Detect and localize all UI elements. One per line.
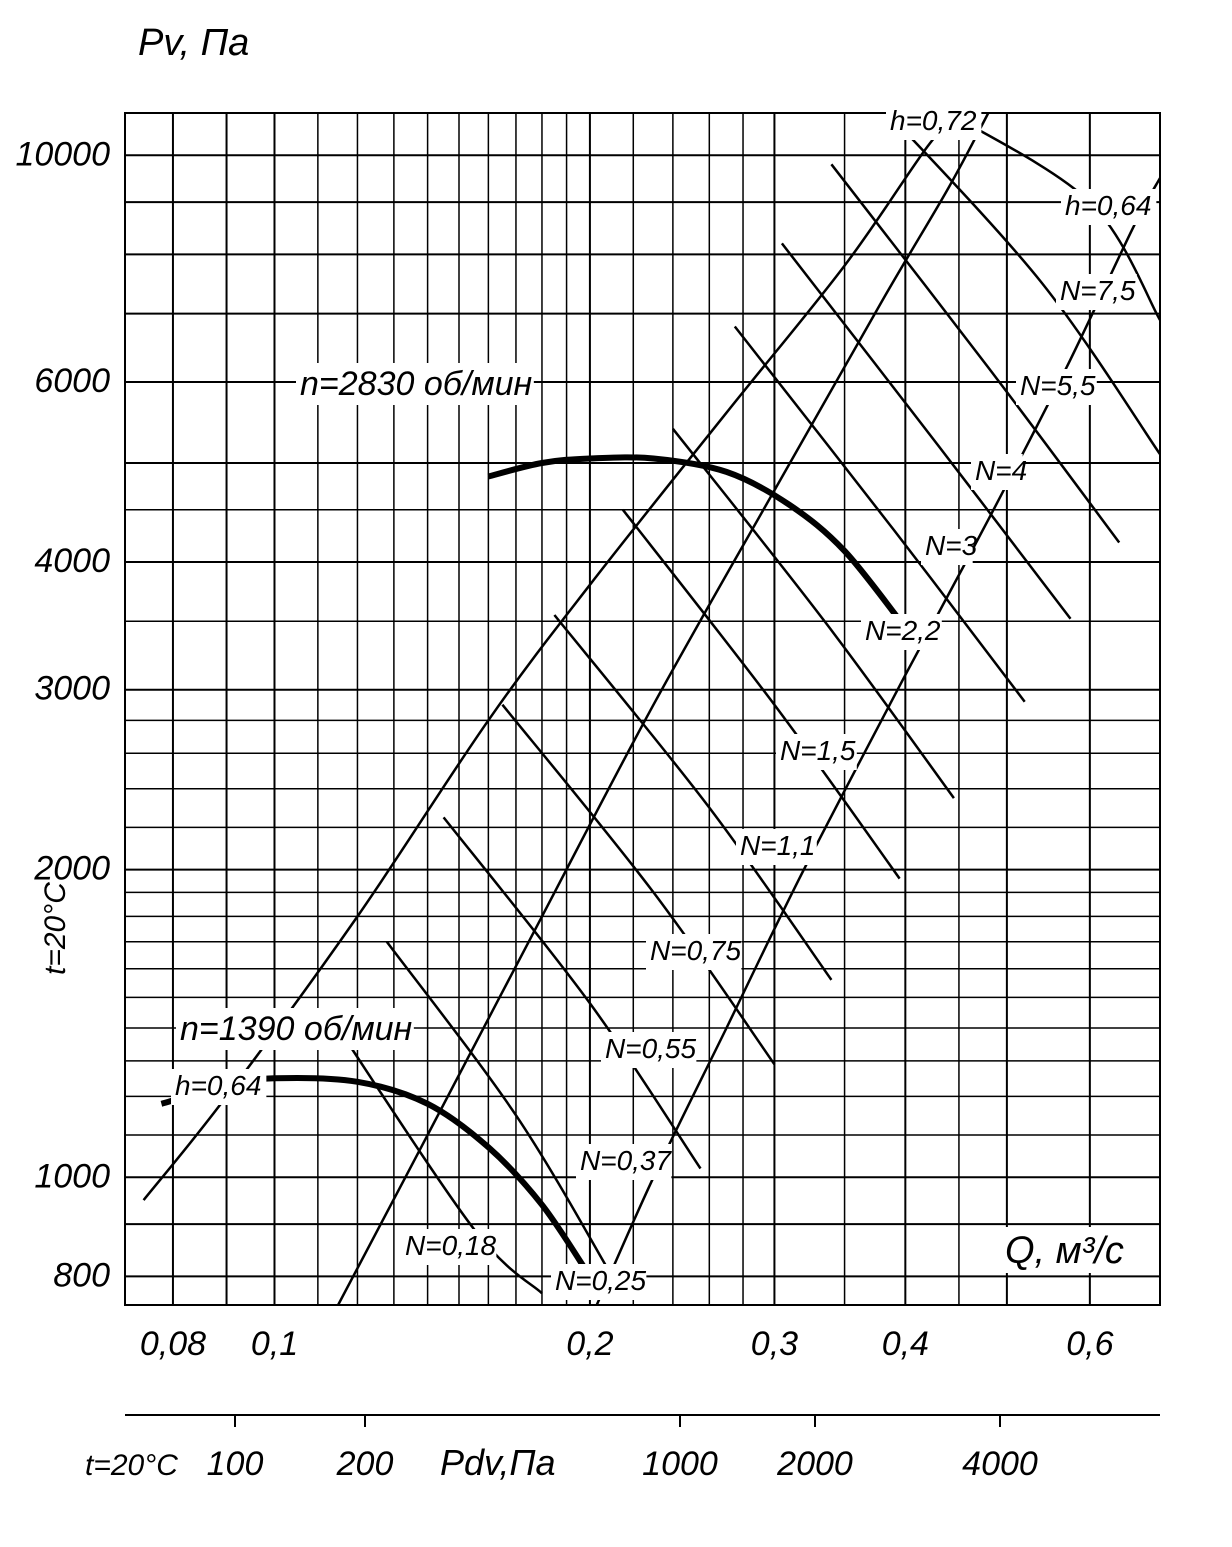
- svg-text:h=0,64: h=0,64: [1065, 190, 1151, 221]
- power-label-4: N=0,75: [646, 934, 741, 970]
- y-tick-label: 10000: [15, 135, 110, 173]
- svg-text:Q, м³/с: Q, м³/с: [1005, 1230, 1124, 1272]
- power-label-8: N=3: [921, 529, 978, 565]
- svg-text:N=0,37: N=0,37: [580, 1145, 672, 1176]
- svg-text:N=4: N=4: [975, 455, 1027, 486]
- power-label-3: N=0,55: [601, 1032, 696, 1068]
- svg-text:N=0,55: N=0,55: [605, 1033, 696, 1064]
- pdv-tick-label: 2000: [776, 1445, 853, 1483]
- power-label-10: N=5,5: [1016, 369, 1097, 405]
- fan-curve-label-1: n=2830 об/мин: [296, 363, 534, 405]
- x-tick-label: 0,2: [566, 1325, 613, 1363]
- y-tick-label: 1000: [34, 1157, 110, 1195]
- x-tick-label: 0,1: [251, 1325, 298, 1363]
- pdv-axis-title: Рdv,Па: [440, 1442, 555, 1483]
- power-label-2: N=0,37: [576, 1144, 672, 1180]
- y-tick-label: 800: [53, 1256, 110, 1294]
- q-axis-title: Q, м³/с: [1001, 1227, 1147, 1273]
- svg-text:N=3: N=3: [925, 530, 978, 561]
- svg-text:N=0,25: N=0,25: [555, 1265, 646, 1296]
- svg-text:N=1,1: N=1,1: [740, 830, 816, 861]
- svg-text:n=2830 об/мин: n=2830 об/мин: [300, 365, 533, 403]
- pdv-tick-label: 100: [207, 1445, 264, 1483]
- temperature-label-left: t=20°C: [39, 882, 72, 975]
- pdv-tick-label: 200: [336, 1445, 394, 1483]
- power-label-6: N=1,5: [776, 734, 857, 770]
- svg-text:N=0,18: N=0,18: [405, 1230, 496, 1261]
- efficiency-label-2: h=0,72: [886, 104, 981, 140]
- power-label-9: N=4: [971, 454, 1027, 490]
- y-tick-label: 6000: [34, 362, 110, 400]
- svg-text:N=7,5: N=7,5: [1060, 275, 1136, 306]
- power-label-7: N=2,2: [861, 614, 942, 650]
- efficiency-label-1: h=0,64: [1061, 189, 1156, 225]
- y-tick-label: 3000: [34, 670, 110, 708]
- x-tick-label: 0,3: [751, 1325, 798, 1363]
- y-axis-title: Рv, Па: [138, 22, 249, 64]
- pdv-tick-label: 1000: [642, 1445, 718, 1483]
- power-label-5: N=1,1: [736, 829, 817, 865]
- pdv-tick-label: 4000: [962, 1445, 1038, 1483]
- efficiency-label-0: h=0,64: [171, 1069, 266, 1105]
- power-label-1: N=0,25: [551, 1264, 646, 1300]
- power-label-0: N=0,18: [401, 1229, 496, 1265]
- power-label-11: N=7,5: [1056, 274, 1137, 310]
- svg-text:h=0,72: h=0,72: [890, 105, 977, 136]
- fan-curve-label-0: n=1390 об/мин: [176, 1008, 414, 1050]
- svg-text:N=0,75: N=0,75: [650, 935, 741, 966]
- svg-text:N=2,2: N=2,2: [865, 615, 941, 646]
- svg-text:n=1390 об/мин: n=1390 об/мин: [180, 1010, 413, 1048]
- x-tick-label: 0,08: [140, 1325, 206, 1363]
- x-tick-label: 0,6: [1066, 1325, 1113, 1363]
- y-tick-label: 2000: [33, 850, 110, 888]
- svg-text:N=1,5: N=1,5: [780, 735, 856, 766]
- svg-text:h=0,64: h=0,64: [175, 1070, 261, 1101]
- temperature-label-bottom: t=20°C: [85, 1449, 178, 1482]
- svg-text:N=5,5: N=5,5: [1020, 370, 1096, 401]
- y-tick-label: 4000: [34, 542, 110, 580]
- x-tick-label: 0,4: [882, 1325, 929, 1363]
